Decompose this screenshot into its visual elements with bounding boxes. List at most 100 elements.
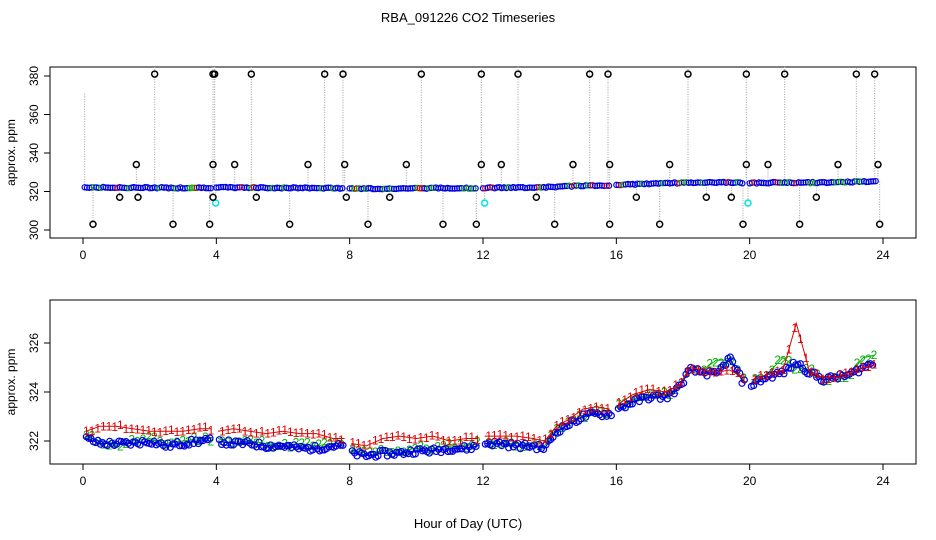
series-1-marker: 1 bbox=[463, 430, 470, 444]
series-1-marker: 1 bbox=[848, 365, 855, 379]
series-1-marker: 1 bbox=[740, 371, 747, 385]
series-2-marker: 2 bbox=[871, 348, 878, 362]
series-1-marker: 1 bbox=[757, 369, 764, 383]
series-1-marker: 1 bbox=[706, 364, 713, 378]
calibration-point bbox=[605, 160, 614, 169]
x-tick-label: 12 bbox=[476, 474, 490, 488]
series-1-marker: 1 bbox=[429, 429, 436, 443]
series-1-marker: 1 bbox=[417, 431, 424, 445]
series-2-marker: 2 bbox=[531, 436, 538, 450]
series-2-marker: 2 bbox=[236, 435, 243, 449]
series-2-marker: 2 bbox=[638, 390, 645, 404]
figure-title: RBA_091226 CO2 Timeseries bbox=[381, 10, 556, 25]
series-2-marker: 2 bbox=[780, 354, 787, 368]
x-tick-label: 0 bbox=[80, 248, 87, 262]
series-2-marker: 2 bbox=[327, 436, 334, 450]
x-tick-label: 4 bbox=[213, 248, 220, 262]
series-2-marker: 2 bbox=[865, 352, 872, 366]
series-3-marker bbox=[740, 376, 748, 384]
flagged-point bbox=[480, 199, 489, 207]
series-1-marker: 1 bbox=[310, 427, 317, 441]
series-1-marker: 1 bbox=[315, 427, 322, 441]
series-2-marker: 2 bbox=[117, 440, 124, 454]
series-3-marker bbox=[586, 408, 594, 417]
series-3-marker bbox=[85, 434, 93, 442]
series-2-marker: 2 bbox=[542, 437, 549, 451]
series-1-marker: 1 bbox=[321, 427, 328, 441]
series-1-marker: 1 bbox=[667, 384, 674, 398]
calibration-point bbox=[532, 193, 541, 202]
series-1-marker: 1 bbox=[111, 420, 118, 434]
series-1-marker: 1 bbox=[633, 385, 640, 399]
calibration-point bbox=[340, 160, 349, 169]
calibration-point bbox=[477, 160, 486, 169]
series-1-marker: 1 bbox=[786, 342, 793, 356]
series-2-marker: 2 bbox=[854, 356, 861, 370]
series-1-marker: 1 bbox=[661, 384, 668, 398]
y-tick-label: 340 bbox=[27, 143, 41, 163]
series-2-marker: 2 bbox=[695, 363, 702, 377]
calibration-point bbox=[550, 220, 559, 228]
flagged-point bbox=[211, 199, 220, 207]
x-tick-label: 16 bbox=[610, 474, 624, 488]
y-tick-label: 300 bbox=[27, 220, 41, 240]
series-1-marker: 1 bbox=[264, 426, 271, 440]
series-1-marker: 1 bbox=[599, 401, 606, 415]
x-tick-label: 0 bbox=[80, 474, 87, 488]
series-1-marker: 1 bbox=[259, 425, 266, 439]
series-1-marker: 1 bbox=[304, 426, 311, 440]
series-1-marker: 1 bbox=[287, 425, 294, 439]
series-1-marker: 1 bbox=[576, 406, 583, 420]
series-3-marker bbox=[257, 443, 265, 451]
series-3-marker bbox=[663, 395, 671, 403]
series-1-marker: 1 bbox=[797, 332, 804, 346]
series-1-marker: 1 bbox=[123, 422, 130, 436]
calibration-point bbox=[812, 193, 821, 202]
calibration-point bbox=[342, 193, 351, 202]
series-1-marker: 1 bbox=[474, 433, 481, 447]
series-3-marker bbox=[325, 443, 333, 451]
series-2-marker: 2 bbox=[582, 411, 589, 425]
y-tick-label: 320 bbox=[27, 181, 41, 201]
series-2-marker: 2 bbox=[440, 438, 447, 452]
x-tick-label: 16 bbox=[610, 248, 624, 262]
calibration-point bbox=[702, 193, 711, 202]
series-2-marker: 2 bbox=[565, 415, 572, 429]
series-3-marker bbox=[729, 358, 737, 366]
series-3-marker bbox=[722, 361, 730, 369]
calibration-point bbox=[320, 70, 329, 78]
x-axis-label: Hour of Day (UTC) bbox=[414, 516, 522, 531]
series-1-marker: 1 bbox=[502, 429, 509, 443]
series-1-marker: 1 bbox=[723, 364, 730, 378]
series-1-marker: 1 bbox=[395, 429, 402, 443]
series-1-marker: 1 bbox=[440, 434, 447, 448]
calibration-point bbox=[604, 70, 612, 78]
series-1-marker: 1 bbox=[763, 368, 770, 382]
series-3-marker bbox=[451, 445, 459, 453]
series-1-marker: 1 bbox=[593, 400, 600, 414]
series-3-marker bbox=[472, 442, 480, 451]
series-3-marker bbox=[248, 441, 256, 449]
series-1-marker: 1 bbox=[196, 420, 203, 434]
calibration-point bbox=[364, 220, 372, 228]
calibration-point bbox=[210, 70, 219, 78]
series-1-marker: 1 bbox=[865, 360, 872, 374]
series-1-marker: 1 bbox=[525, 430, 532, 444]
series-1-marker: 1 bbox=[701, 364, 708, 378]
series-1-marker: 1 bbox=[508, 430, 515, 444]
series-2-marker: 2 bbox=[633, 391, 640, 405]
series-3-marker bbox=[652, 391, 660, 399]
flagged-point bbox=[744, 199, 752, 207]
series-1-marker: 1 bbox=[412, 432, 419, 446]
series-1-marker: 1 bbox=[298, 425, 305, 439]
series-1-marker: 1 bbox=[208, 423, 215, 437]
ambient-point bbox=[739, 180, 746, 187]
series-3-marker bbox=[780, 370, 788, 378]
series-1-marker: 1 bbox=[684, 365, 691, 379]
series-1-marker: 1 bbox=[423, 431, 430, 445]
series-1-marker: 1 bbox=[134, 423, 141, 437]
calibration-point bbox=[134, 193, 142, 202]
series-1-marker: 1 bbox=[174, 425, 181, 439]
